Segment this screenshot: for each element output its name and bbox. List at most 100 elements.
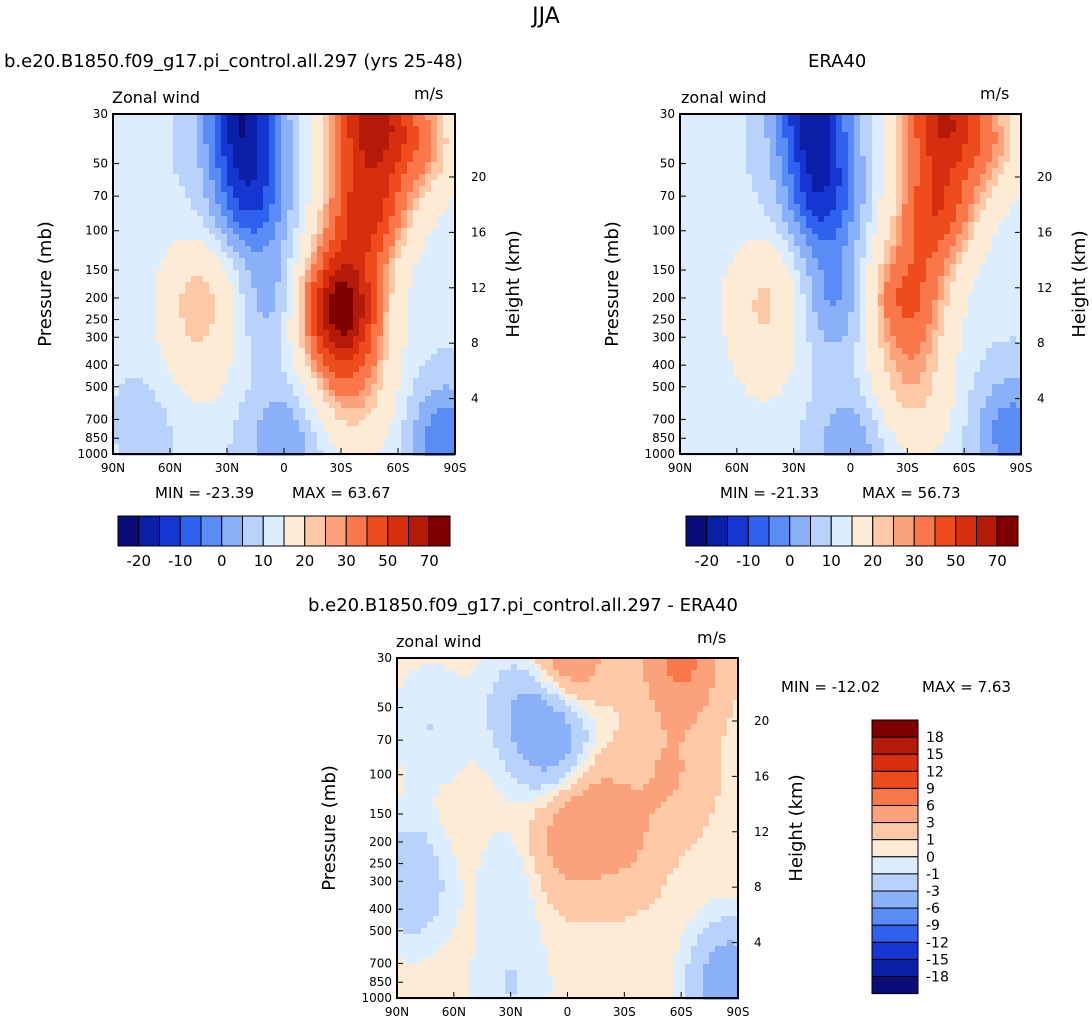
contour-cell: [137, 174, 143, 180]
contour-cell: [926, 156, 932, 162]
colorbar-swatch: [159, 515, 181, 547]
contour-cell: [698, 240, 704, 246]
contour-cell: [788, 216, 794, 222]
contour-cell: [401, 138, 407, 144]
contour-cell: [878, 132, 884, 138]
contour-cell: [215, 198, 221, 204]
contour-cell: [728, 228, 734, 234]
contour-cell: [806, 156, 812, 162]
contour-cell: [359, 258, 365, 264]
contour-cell: [329, 384, 335, 390]
contour-cell: [251, 150, 257, 156]
colorbar-swatch: [283, 515, 306, 547]
contour-cell: [728, 222, 734, 228]
contour-cell: [311, 186, 317, 192]
contour-cell: [830, 186, 836, 192]
contour-cell: [155, 252, 161, 258]
contour-cell: [365, 330, 371, 336]
contour-cell: [323, 444, 329, 450]
contour-cell: [149, 162, 155, 168]
contour-cell: [848, 210, 854, 216]
contour-cell: [167, 420, 173, 426]
contour-cell: [173, 408, 179, 414]
contour-cell: [155, 402, 161, 408]
contour-cell: [872, 222, 878, 228]
contour-cell: [407, 204, 413, 210]
contour-cell: [347, 330, 353, 336]
contour-cell: [443, 240, 449, 246]
contour-cell: [746, 198, 752, 204]
contour-cell: [227, 312, 233, 318]
contour-cell: [722, 192, 728, 198]
contour-cell: [167, 414, 173, 420]
contour-cell: [830, 138, 836, 144]
contour-cell: [764, 258, 770, 264]
contour-cell: [716, 198, 722, 204]
contour-cell: [221, 366, 227, 372]
contour-cell: [137, 228, 143, 234]
contour-cell: [437, 132, 443, 138]
contour-cell: [155, 114, 161, 120]
contour-cell: [353, 228, 359, 234]
contour-cell: [425, 228, 431, 234]
contour-cell: [233, 402, 239, 408]
contour-cell: [257, 366, 263, 372]
contour-cell: [371, 186, 377, 192]
contour-cell: [143, 348, 149, 354]
contour-cell: [113, 354, 119, 360]
contour-cell: [848, 252, 854, 258]
contour-cell: [764, 114, 770, 120]
contour-cell: [722, 204, 728, 210]
contour-cell: [215, 384, 221, 390]
contour-cell: [437, 258, 443, 264]
contour-cell: [704, 126, 710, 132]
contour-cell: [425, 396, 431, 402]
contour-cell: [818, 240, 824, 246]
panel-title-obs: ERA40: [808, 51, 867, 72]
contour-cell: [692, 264, 698, 270]
contour-cell: [872, 264, 878, 270]
contour-cell: [353, 426, 359, 432]
contour-cell: [359, 150, 365, 156]
contour-cell: [986, 138, 992, 144]
contour-cell: [437, 414, 443, 420]
contour-cell: [395, 216, 401, 222]
contour-cell: [890, 174, 896, 180]
contour-cell: [233, 180, 239, 186]
contour-cell: [209, 126, 215, 132]
contour-cell: [185, 414, 191, 420]
contour-cell: [239, 270, 245, 276]
contour-cell: [800, 156, 806, 162]
contour-cell: [143, 192, 149, 198]
contour-cell: [860, 186, 866, 192]
contour-cell: [191, 120, 197, 126]
contour-cell: [173, 258, 179, 264]
contour-cell: [287, 330, 293, 336]
contour-cell: [920, 120, 926, 126]
contour-cell: [734, 240, 740, 246]
contour-cell: [239, 228, 245, 234]
contour-cell: [185, 246, 191, 252]
contour-cell: [203, 168, 209, 174]
contour-cell: [293, 420, 299, 426]
contour-cell: [770, 150, 776, 156]
contour-cell: [401, 216, 407, 222]
contour-cell: [323, 228, 329, 234]
contour-cell: [716, 132, 722, 138]
contour-cell: [698, 150, 704, 156]
contour-cell: [245, 414, 251, 420]
contour-cell: [698, 222, 704, 228]
contour-cell: [938, 222, 944, 228]
contour-cell: [686, 114, 692, 120]
contour-cell: [299, 324, 305, 330]
contour-cell: [281, 432, 287, 438]
contour-cell: [860, 174, 866, 180]
contour-cell: [413, 144, 419, 150]
contour-cell: [263, 234, 269, 240]
contour-cell: [992, 192, 998, 198]
contour-cell: [710, 168, 716, 174]
contour-cell: [704, 114, 710, 120]
contour-cell: [842, 252, 848, 258]
contour-cell: [395, 300, 401, 306]
contour-cell: [155, 432, 161, 438]
